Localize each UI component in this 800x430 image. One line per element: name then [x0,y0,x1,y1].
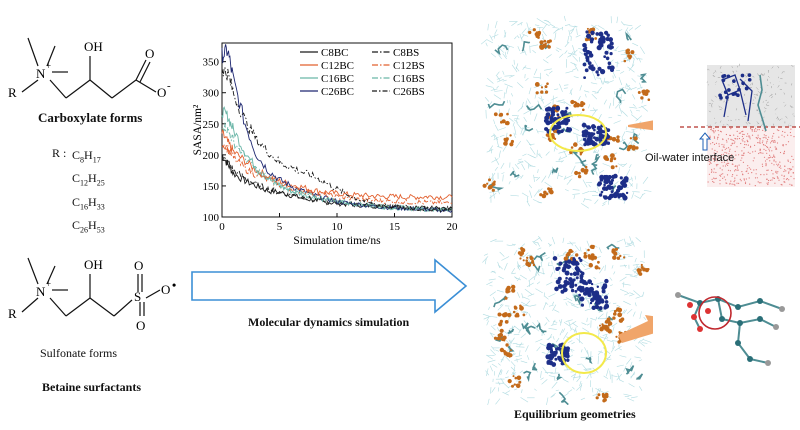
interface-surfactant-blue [718,73,753,122]
sulfonate-charge: • [172,278,176,292]
headgroup-circle [698,296,732,330]
teal-surfactants [487,31,647,192]
n-atom: N [36,66,46,81]
interface-up-arrow [698,132,712,151]
closeup-molecule [677,294,783,364]
legend-label-c26bc: C26BC [321,86,354,98]
r-group-0: C8H17 [72,148,101,165]
md-label: Molecular dynamics simulation [248,315,410,329]
series-line-c12bs [221,144,453,206]
legend-label-c12bs: C12BS [393,60,425,72]
carboxylate-title: Carboxylate forms [38,110,143,125]
r-groups-list: C8H17 C12H25 C16H33 C26H53 [72,146,105,240]
y-axis-label: SASA/nm² [192,104,204,155]
oh-label-s: OH [84,257,103,272]
interface-label: Oil-water interface [645,152,735,164]
series-line-c26bs [221,67,453,213]
sulfur: S [134,289,141,304]
series-line-c8bs [221,157,453,212]
legend-label-c26bs: C26BS [393,86,425,98]
series-line-c12bc [221,127,453,201]
carbonyl-o: O [145,46,154,61]
series-line-c16bs [221,122,453,213]
carboxylate-minus: - [167,80,171,92]
x-tick-label: 15 [389,221,401,233]
x-tick-label: 5 [277,221,283,233]
x-tick-label: 0 [219,221,225,233]
y-tick-label: 200 [203,150,220,162]
r-label-bottom: R [8,306,17,321]
legend-label-c16bc: C16BC [321,73,354,85]
highlight-circle-top [549,114,607,152]
zoom-arrow-bottom [618,315,653,343]
blue-surfactants [543,30,629,201]
zoom-arrow-top [628,120,653,131]
highlight-circle-bottom [561,332,607,374]
sulfonyl-o3: O [136,318,145,333]
n-atom-s: N [36,284,46,299]
interface-surfactant-teal [757,74,767,132]
legend-label-c12bc: C12BC [321,60,354,72]
blue-surfactants [545,256,610,367]
x-tick-label: 20 [447,221,459,233]
y-tick-label: 350 [203,57,220,69]
r-group-2: C16H33 [72,194,105,212]
oh-label: OH [84,39,103,54]
y-tick-label: 300 [203,88,220,100]
legend-label-c8bs: C8BS [393,47,419,59]
carboxylate-o: O [157,85,166,100]
md-arrow [191,258,468,314]
r-group-3: C26H53 [72,218,105,235]
y-tick-label: 100 [203,212,220,224]
interface-panel [680,63,800,187]
water-phase [707,127,795,187]
carboxylate-structure: N + OH O O - R [8,37,171,100]
series-line-c16bc [221,106,453,212]
betaine-title: Betaine surfactants [42,380,141,394]
legend-label-c8bc: C8BC [321,47,349,59]
n-charge: + [46,61,51,71]
orange-surfactants [493,244,650,403]
md-snapshot-bottom [482,235,653,405]
sulfonate-title: Sulfonate forms [40,346,117,360]
legend-label-c16bs: C16BS [393,73,425,85]
sasa-chart: 0 5 10 15 20 100 150 200 250 300 350 Simulation tim… [192,42,459,247]
surfactant-closeup [675,292,785,366]
y-tick-label: 150 [203,181,220,193]
md-snapshot-top [480,15,653,209]
y-tick-label: 250 [203,119,220,131]
x-tick-label: 10 [332,221,344,233]
sulfonate-structure: N + OH S O O • O R [8,257,176,333]
r-label-top: R [8,85,17,100]
sulfonyl-o1: O [134,258,143,273]
r-group-1: C12H25 [72,171,105,188]
sulfonyl-o2: O [161,282,170,297]
x-axis-label: Simulation time/ns [293,235,381,247]
closeup-atoms [675,292,785,366]
equilibrium-label: Equilibrium geometries [514,407,636,421]
n-charge-s: + [46,279,51,289]
r-groups-header: R : [52,146,67,160]
